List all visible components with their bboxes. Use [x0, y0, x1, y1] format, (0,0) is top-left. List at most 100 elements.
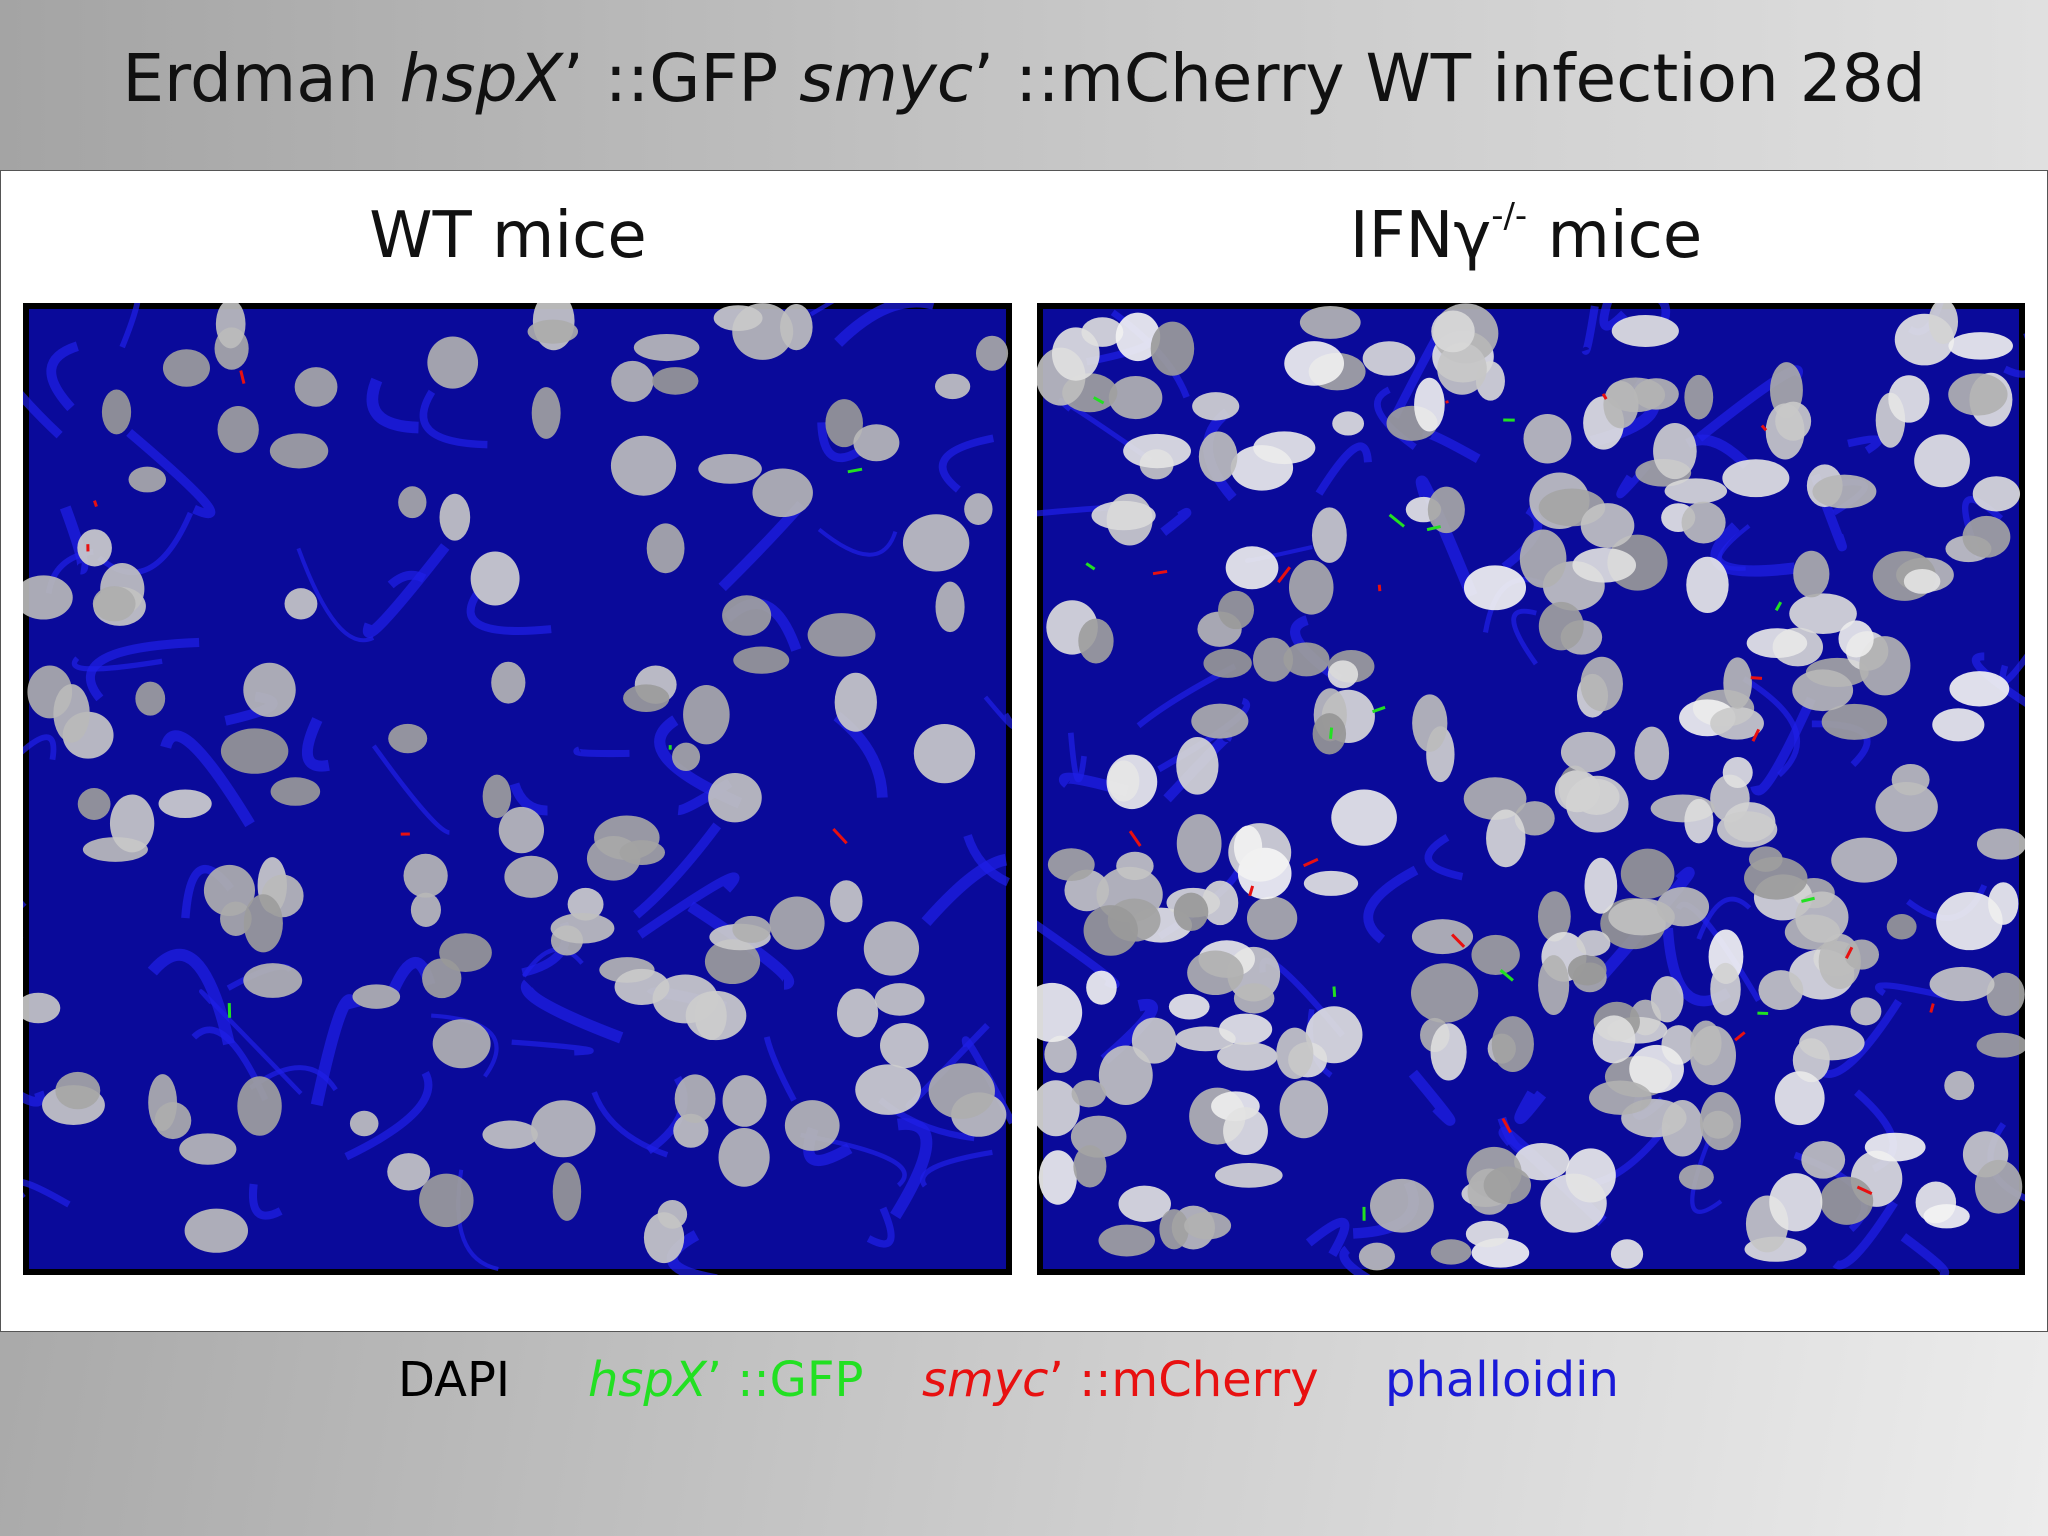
- nucleus: [1173, 892, 1209, 932]
- nucleus: [1463, 777, 1527, 820]
- nucleus: [1217, 1042, 1278, 1071]
- bacterium: [1760, 424, 1768, 432]
- panel-label-part: mice: [1527, 199, 1703, 273]
- nucleus: [722, 595, 772, 636]
- actin-fiber: [522, 947, 584, 978]
- nucleus: [23, 992, 61, 1024]
- nucleus: [1838, 620, 1874, 658]
- nucleus: [1483, 1166, 1532, 1205]
- nucleus: [685, 990, 747, 1041]
- bacterium: [1451, 933, 1466, 948]
- nucleus: [1073, 1145, 1107, 1188]
- actin-fiber: [1415, 475, 1478, 598]
- bacterium: [1929, 1003, 1935, 1013]
- nucleus: [1192, 392, 1240, 421]
- nucleus: [1305, 1006, 1363, 1064]
- nucleus: [674, 1074, 716, 1123]
- legend-part: DAPI: [398, 1352, 511, 1408]
- panel-label-part: -/-: [1491, 196, 1528, 236]
- actin-fiber: [1339, 1245, 1371, 1275]
- nucleus: [1514, 801, 1555, 836]
- bacterium: [1388, 513, 1405, 528]
- nucleus: [1086, 970, 1117, 1005]
- nucleus: [836, 988, 879, 1038]
- nucleus: [179, 1133, 237, 1165]
- nucleus: [1580, 503, 1635, 549]
- nucleus: [1203, 648, 1252, 678]
- actin-fiber: [85, 637, 200, 702]
- nucleus: [646, 523, 685, 574]
- actin-fiber: [371, 744, 451, 835]
- nucleus: [410, 892, 441, 927]
- nucleus: [1303, 870, 1359, 896]
- actin-fiber: [1581, 305, 1599, 355]
- nucleus: [1168, 993, 1210, 1020]
- nucleus: [1746, 628, 1808, 658]
- nucleus: [1184, 1211, 1232, 1240]
- nucleus: [1414, 377, 1445, 432]
- nucleus: [1592, 1015, 1636, 1064]
- nucleus: [732, 915, 771, 943]
- panel-label-part: IFNγ: [1349, 199, 1492, 273]
- nucleus: [614, 968, 670, 1006]
- nucleus: [427, 336, 479, 389]
- nucleus: [825, 399, 863, 448]
- legend: DAPI hspX’ ::GFP smyc’ ::mCherry phalloidin: [0, 1352, 2048, 1422]
- legend-part: ::mCherry: [1063, 1352, 1319, 1408]
- nucleus: [1588, 1080, 1652, 1115]
- nucleus: [1844, 939, 1880, 970]
- nucleus: [1431, 310, 1475, 353]
- nucleus: [830, 880, 863, 923]
- actin-fiber: [160, 730, 255, 828]
- nucleus: [722, 1075, 767, 1127]
- nucleus: [530, 1100, 596, 1158]
- nucleus: [1580, 656, 1623, 712]
- actin-fiber: [248, 1183, 283, 1220]
- actin-fiber: [431, 1013, 499, 1078]
- nucleus: [1369, 1178, 1434, 1233]
- actin-fiber: [633, 822, 722, 919]
- actin-fiber: [1832, 1200, 1898, 1270]
- nucleus: [1519, 529, 1567, 588]
- nucleus: [1765, 403, 1805, 460]
- nucleus: [1038, 1150, 1077, 1205]
- nucleus: [1051, 327, 1100, 381]
- nucleus: [1037, 1080, 1080, 1137]
- actin-fiber: [1900, 1233, 1950, 1275]
- nucleus: [491, 661, 526, 704]
- nucleus: [1523, 414, 1572, 464]
- nucleus: [352, 984, 401, 1009]
- nucleus: [834, 672, 877, 732]
- nucleus: [1633, 378, 1679, 410]
- nucleus: [1430, 1239, 1472, 1265]
- legend-part: ::GFP: [722, 1352, 864, 1408]
- nucleus: [935, 581, 965, 633]
- nucleus: [1584, 857, 1618, 914]
- nucleus: [1710, 706, 1764, 740]
- nucleus: [1225, 546, 1279, 590]
- nucleus: [1427, 486, 1465, 534]
- bacterium: [1303, 857, 1319, 868]
- nucleus: [1299, 305, 1361, 339]
- nucleus: [1201, 880, 1239, 926]
- nucleus: [1187, 950, 1244, 996]
- nucleus: [708, 773, 762, 823]
- nucleus: [1540, 1173, 1607, 1233]
- nucleus: [1538, 601, 1584, 651]
- nucleus: [1283, 642, 1330, 677]
- nucleus: [1789, 593, 1857, 634]
- actin-fiber: [866, 1206, 895, 1248]
- actin-fiber: [23, 1090, 45, 1107]
- nucleus: [1150, 321, 1195, 376]
- bacterium: [239, 370, 246, 385]
- title-part: ::GFP: [583, 40, 800, 117]
- nucleus: [1047, 848, 1095, 882]
- nucleus: [928, 1063, 995, 1119]
- nucleus: [237, 1076, 282, 1136]
- legend-item: smyc’ ::mCherry: [922, 1352, 1319, 1408]
- actin-fiber: [1315, 442, 1372, 496]
- nucleus: [1410, 963, 1479, 1023]
- nucleus: [1098, 1224, 1155, 1257]
- bacterium: [1499, 969, 1514, 982]
